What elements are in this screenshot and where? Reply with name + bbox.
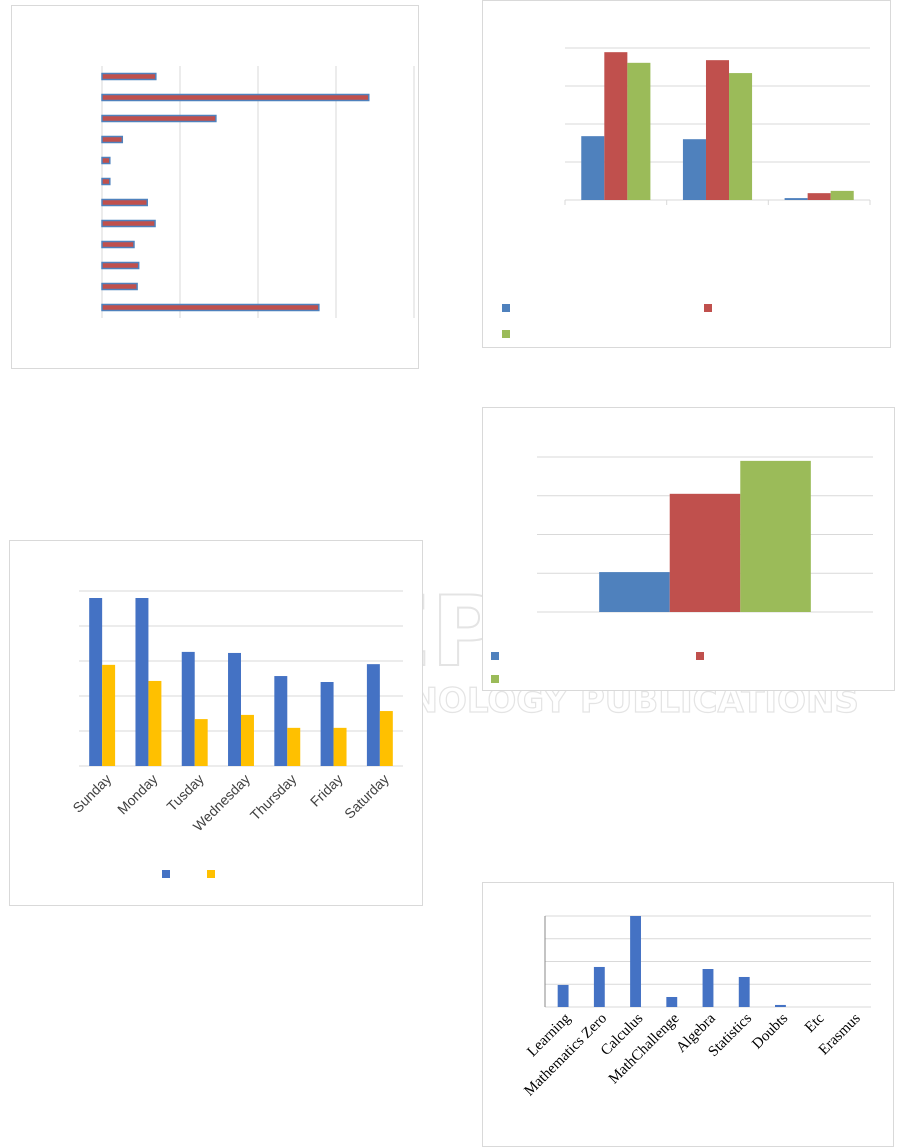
bar <box>581 136 605 200</box>
bar <box>194 719 208 766</box>
chart <box>482 0 891 348</box>
chart-frame <box>11 5 419 369</box>
bar <box>666 996 678 1007</box>
bar <box>287 727 301 766</box>
bar <box>101 240 135 249</box>
bar <box>333 727 347 766</box>
bar <box>627 62 651 200</box>
bar <box>101 135 124 144</box>
legend-swatch <box>491 675 499 683</box>
bar <box>101 282 138 291</box>
bar <box>682 139 706 200</box>
bar <box>669 493 741 612</box>
bar <box>101 303 320 312</box>
bar <box>101 114 217 123</box>
bar <box>599 572 670 612</box>
bar <box>101 93 370 102</box>
bar <box>101 198 148 207</box>
bar <box>181 651 195 766</box>
chart <box>482 407 895 691</box>
bar <box>775 1004 786 1007</box>
bar <box>807 193 831 200</box>
bar <box>729 73 753 200</box>
bar <box>379 711 393 766</box>
chart-frame <box>9 540 423 906</box>
bar <box>740 460 811 612</box>
chart-frame <box>482 882 894 1147</box>
bar <box>135 598 149 766</box>
bar <box>557 984 569 1007</box>
bar <box>241 714 254 766</box>
bar <box>101 177 111 186</box>
bar <box>148 680 162 766</box>
bar <box>705 60 730 200</box>
bar <box>630 916 641 1007</box>
bar <box>228 652 241 766</box>
bar <box>604 52 628 201</box>
bar <box>101 72 157 81</box>
bar <box>366 664 380 766</box>
legend-swatch <box>502 304 510 312</box>
legend-swatch <box>704 304 712 312</box>
legend-swatch <box>207 870 215 878</box>
bar <box>101 261 140 270</box>
bar <box>102 664 116 766</box>
bar <box>784 198 808 200</box>
legend-swatch <box>502 330 510 338</box>
bar <box>89 598 103 766</box>
bar <box>101 156 111 165</box>
bar <box>738 976 750 1007</box>
chart <box>11 5 419 369</box>
legend-swatch <box>696 652 704 660</box>
bar <box>830 190 854 200</box>
legend-swatch <box>162 870 170 878</box>
bar <box>593 966 605 1007</box>
bar <box>702 969 714 1007</box>
bar <box>274 676 288 766</box>
bar <box>320 682 334 766</box>
legend-swatch <box>491 652 499 660</box>
bar <box>101 219 156 228</box>
